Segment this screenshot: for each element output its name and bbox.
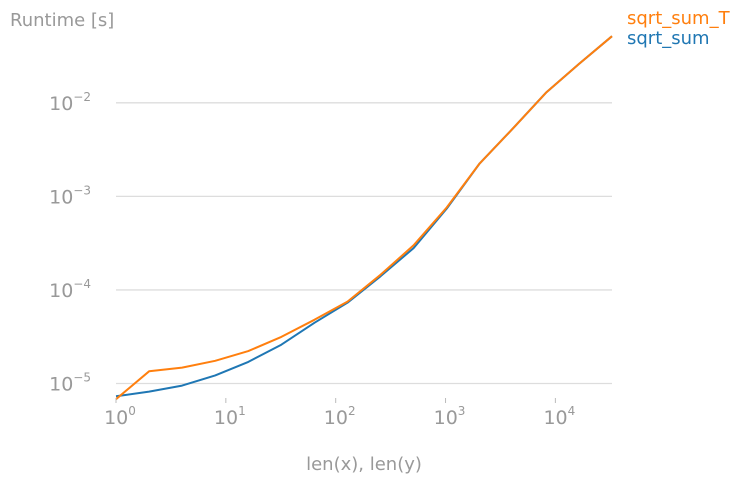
y-tick-base: 10 xyxy=(49,93,73,115)
y-tick-exp: −2 xyxy=(73,90,91,104)
y-tick-exp: −3 xyxy=(73,183,91,197)
x-tick-exp: 4 xyxy=(568,404,576,418)
x-tick-exp: 3 xyxy=(458,404,466,418)
y-tick-label: 10−3 xyxy=(49,183,91,208)
x-tick-exp: 1 xyxy=(238,404,246,418)
x-tick-label: 101 xyxy=(214,404,246,429)
x-tick-base: 10 xyxy=(543,407,567,429)
y-axis-label: Runtime [s] xyxy=(10,10,114,31)
y-tick-base: 10 xyxy=(49,374,73,396)
x-tick-label: 102 xyxy=(324,404,356,429)
y-tick-label: 10−5 xyxy=(49,371,91,396)
x-tick-exp: 0 xyxy=(128,404,136,418)
y-tick-exp: −4 xyxy=(73,277,91,291)
x-tick-base: 10 xyxy=(324,407,348,429)
y-tick-base: 10 xyxy=(49,186,73,208)
legend-item-sqrt-sum: sqrt_sum xyxy=(627,28,710,49)
x-tick-base: 10 xyxy=(214,407,238,429)
grid-lines xyxy=(116,103,612,384)
y-tick-base: 10 xyxy=(49,280,73,302)
y-tick-labels: 10−510−410−310−2 xyxy=(49,90,91,396)
x-tick-labels: 100 101 102 103 104 xyxy=(104,398,575,429)
y-tick-label: 10−2 xyxy=(49,90,91,115)
x-tick-label: 103 xyxy=(434,404,466,429)
x-tick-base: 10 xyxy=(104,407,128,429)
x-tick-base: 10 xyxy=(434,407,458,429)
series-lines xyxy=(116,36,612,399)
series-line-sqrt-sum-t xyxy=(116,36,612,399)
legend: sqrt_sum_T sqrt_sum xyxy=(627,8,731,49)
x-tick-label: 104 xyxy=(543,404,575,429)
x-tick-exp: 2 xyxy=(348,404,356,418)
y-tick-label: 10−4 xyxy=(49,277,91,302)
legend-item-sqrt-sum-t: sqrt_sum_T xyxy=(627,8,731,29)
x-tick-label: 100 xyxy=(104,404,136,429)
y-tick-exp: −5 xyxy=(73,371,91,385)
x-axis-label: len(x), len(y) xyxy=(306,454,422,475)
series-line-sqrt-sum xyxy=(116,36,612,396)
